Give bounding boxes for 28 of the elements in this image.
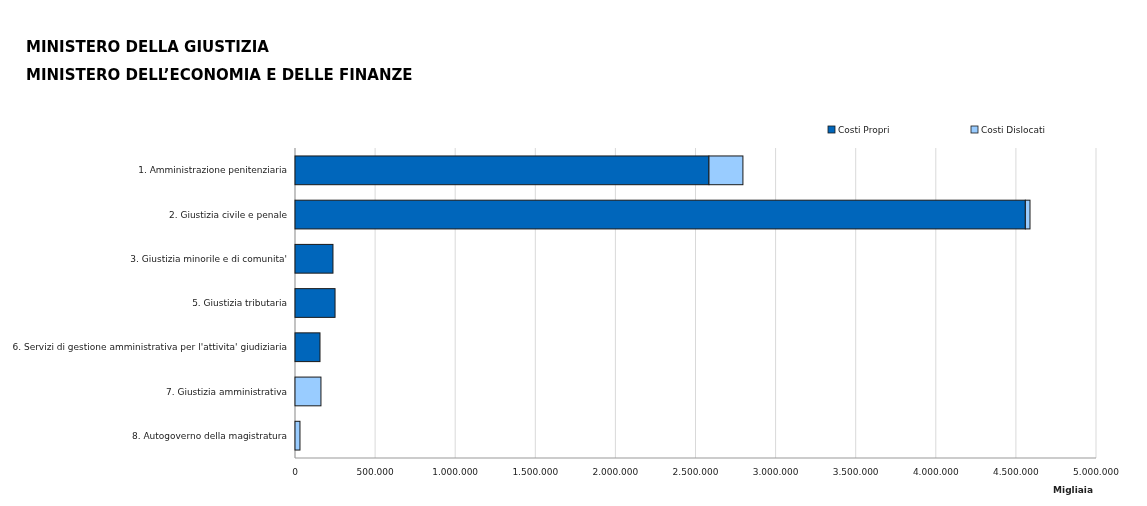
bar <box>294 376 322 407</box>
x-tick-label: 4.500.000 <box>992 467 1040 477</box>
x-tick-label: 500.000 <box>356 467 394 477</box>
x-tick-label: 1.000.000 <box>432 467 479 477</box>
x-tick-label: 1.500.000 <box>512 467 559 477</box>
x-tick-label: 0 <box>292 467 299 477</box>
y-tick-label: 3. Giustizia minorile e di comunita' <box>130 253 287 264</box>
x-tick-label: 4.000.000 <box>912 467 959 477</box>
y-tick-label: 7. Giustizia amministrativa <box>165 386 287 397</box>
text: MINISTERO DELLA GIUSTIZIA <box>26 38 270 56</box>
x-tick-label: 3.000.000 <box>752 467 799 477</box>
bar <box>294 332 321 363</box>
legend-label: Costi Dislocati <box>981 125 1045 135</box>
y-tick-label: 6. Servizi di gestione amministrativa per l'attivita' giudiziaria <box>12 342 287 353</box>
x-tick-label: 3.500.000 <box>832 467 879 477</box>
y-tick-label: 2. Giustizia civile e penale <box>168 209 288 220</box>
x-tick-label: 2.000.000 <box>592 467 639 477</box>
y-tick-label: 1. Amministrazione penitenziaria <box>138 165 287 176</box>
legend-label: Costi Propri <box>838 125 890 135</box>
y-tick-label: 5. Giustizia tributaria <box>192 298 287 309</box>
bar <box>294 420 301 451</box>
y-tick-label: 8. Autogoverno della magistratura <box>131 430 287 441</box>
bar <box>294 288 336 318</box>
bar <box>294 243 334 274</box>
x-tick-label: 2.500.000 <box>672 467 719 477</box>
chart-subtitle: MINISTERO DELL’ECONOMIA E DELLE FINANZE <box>26 66 413 84</box>
x-axis-title: Migliaia <box>1053 485 1093 495</box>
x-tick-label: 5.000.000 <box>1073 467 1120 477</box>
